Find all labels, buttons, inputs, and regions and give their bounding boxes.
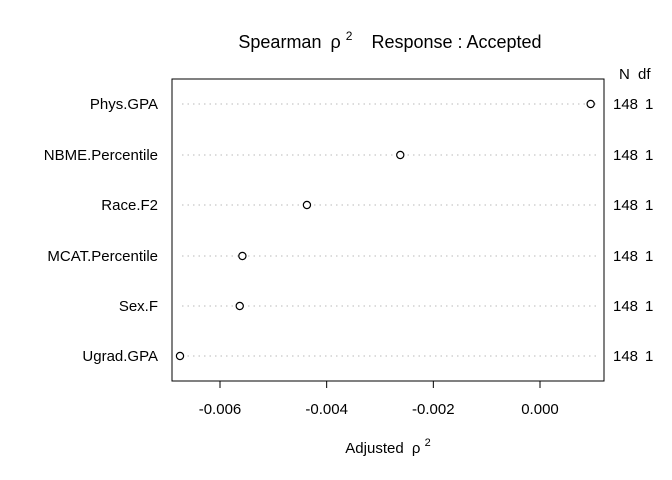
row-n: 148 [613,147,638,164]
row-values: 148 1 148 1 148 1 148 1 148 1 148 1 [613,96,653,365]
title-response: Response : Accepted [371,32,541,52]
x-axis: -0.006 -0.004 -0.002 0.000 [199,380,559,418]
row-label: Race.F2 [101,197,158,214]
data-point [396,150,405,160]
row-n: 148 [613,248,638,265]
row-label: Sex.F [119,298,158,315]
x-axis-label: Adjusted ρ 2 [345,437,430,457]
data-point [586,99,595,109]
x-tick-label: 0.000 [521,401,559,418]
row-n: 148 [613,348,638,365]
title-stat: Spearman [238,32,321,52]
chart-title: Spearman ρ 2 Response : Accepted [238,24,541,52]
row-df: 1 [645,348,653,365]
x-tick-label: -0.004 [305,401,348,418]
row-labels: Phys.GPA NBME.Percentile Race.F2 MCAT.Perce… [44,96,158,365]
grid-rows [182,103,598,357]
plot-frame [171,78,605,382]
title-power: 2 [346,29,353,43]
x-tick-label: -0.006 [199,401,242,418]
row-label: Ugrad.GPA [82,348,158,365]
row-n: 148 [613,96,638,113]
title-symbol: ρ [330,32,340,52]
header-df: df [638,66,651,83]
row-df: 1 [645,197,653,214]
row-df: 1 [645,248,653,265]
data-point [238,251,247,261]
data-points [175,99,595,361]
xlabel-symbol: ρ [412,440,421,457]
row-label: MCAT.Percentile [47,248,158,265]
row-n: 148 [613,197,638,214]
row-df: 1 [645,147,653,164]
header-n: N [619,66,630,83]
xlabel-power: 2 [425,437,431,449]
data-point [302,200,312,210]
xlabel-text: Adjusted [345,440,403,457]
row-df: 1 [645,298,653,315]
data-point [175,351,185,361]
row-label: Phys.GPA [90,96,158,113]
data-point [235,301,244,311]
row-label: NBME.Percentile [44,147,158,164]
row-n: 148 [613,298,638,315]
row-df: 1 [645,96,653,113]
x-tick-label: -0.002 [412,401,455,418]
